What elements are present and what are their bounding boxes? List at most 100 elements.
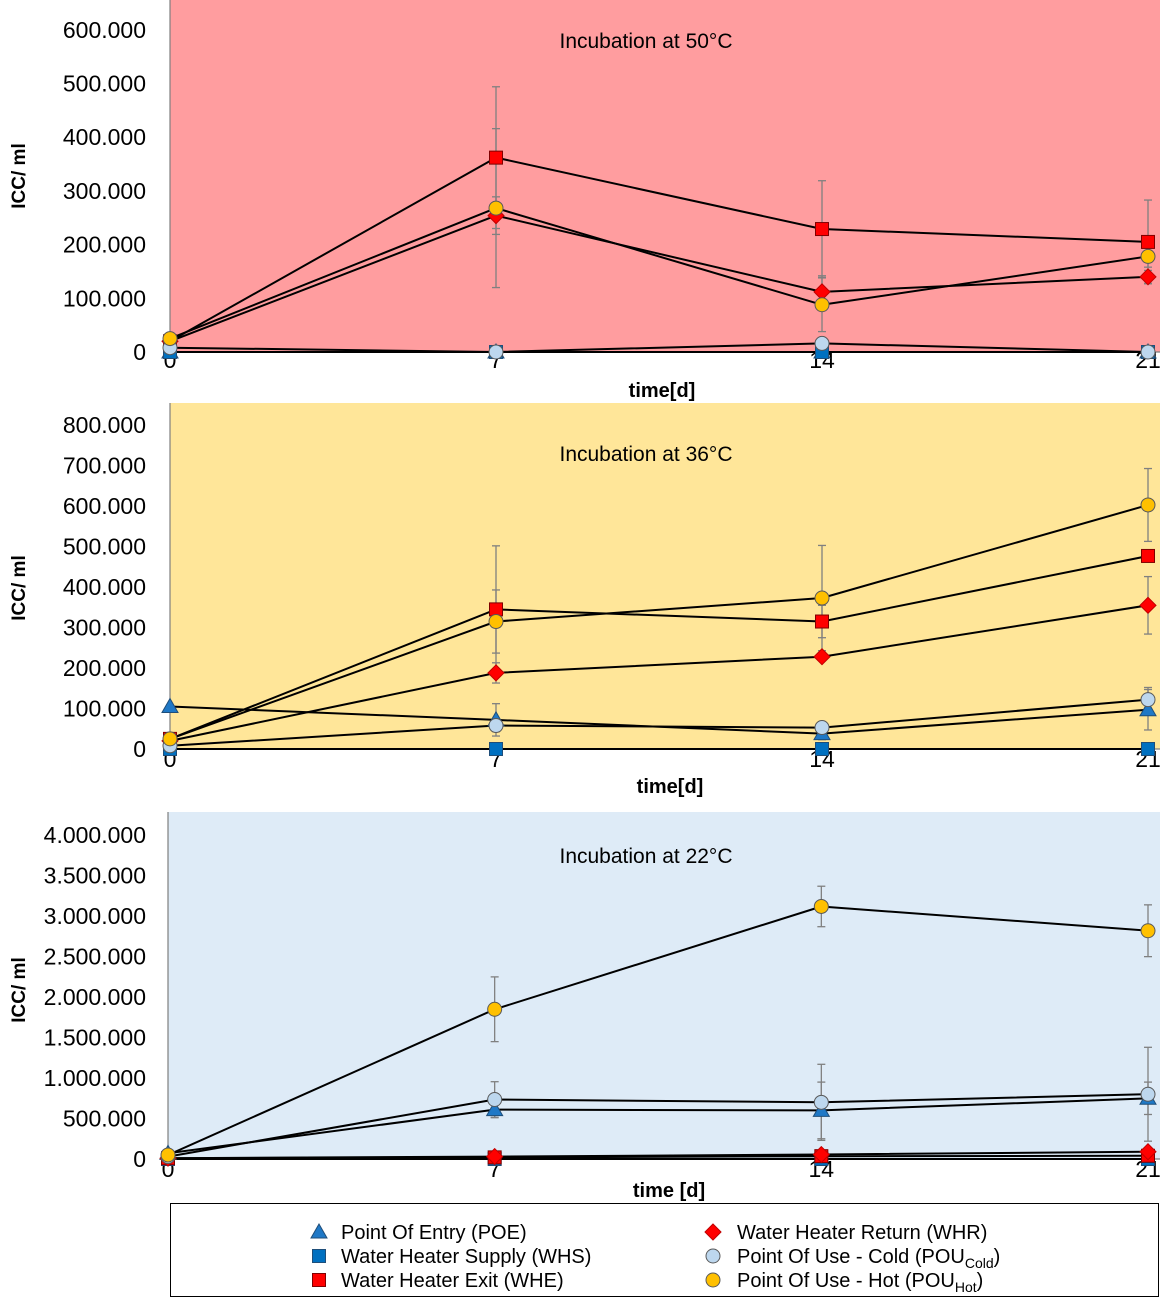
data-point-circle	[162, 331, 178, 347]
y-tick-label: 2.500.000	[44, 944, 146, 970]
data-point-circle	[1140, 497, 1156, 513]
data-point-diamond	[812, 1145, 831, 1164]
y-tick-label: 0	[133, 736, 146, 762]
legend-label-whe: Water Heater Exit (WHE)	[341, 1270, 564, 1292]
data-point-circle	[814, 297, 830, 313]
legend-label-subscript: Hot	[955, 1279, 977, 1295]
legend-marker-circle	[705, 1272, 721, 1288]
legend: Point Of Entry (POE) Water Heater Supply…	[170, 1203, 1159, 1297]
series-line	[167, 1093, 1149, 1158]
series-line	[169, 604, 1149, 742]
data-point-circle	[488, 344, 504, 360]
series-line	[169, 207, 1149, 340]
plot-background	[170, 403, 1160, 749]
y-tick-label: 4.000.000	[44, 822, 146, 848]
series-line	[167, 1097, 1149, 1155]
data-point-circle	[1140, 923, 1156, 939]
data-point-square	[1141, 234, 1155, 249]
x-axis-label: time[d]	[637, 776, 704, 798]
legend-label-text: Point Of Entry (POE)	[341, 1222, 527, 1244]
series-line	[167, 905, 1149, 1156]
y-tick-label: 600.000	[63, 17, 146, 43]
legend-label-suffix: )	[977, 1270, 984, 1292]
data-point-circle	[160, 1147, 176, 1163]
y-tick-label: 500.000	[63, 71, 146, 97]
y-tick-label: 3.000.000	[44, 903, 146, 929]
data-point-circle	[813, 898, 829, 914]
data-point-circle	[813, 1094, 829, 1110]
data-point-square	[489, 150, 503, 165]
data-point-diamond	[1139, 1143, 1157, 1161]
chart-title: Incubation at 22°C	[559, 845, 732, 868]
data-point-circle	[488, 200, 504, 216]
y-tick-label: 300.000	[63, 178, 146, 204]
data-point-square	[815, 742, 829, 756]
x-axis-label: time[d]	[629, 380, 696, 402]
data-point-square	[815, 222, 829, 237]
legend-label-pou-cold: Point Of Use - Cold (POUCold)	[737, 1246, 1000, 1271]
series-line	[169, 698, 1149, 747]
y-tick-label: 700.000	[63, 453, 146, 479]
y-axis-label: ICC/ ml	[9, 143, 30, 208]
data-point-circle	[488, 718, 504, 734]
y-tick-label: 0	[133, 1146, 146, 1172]
legend-marker-square	[312, 1273, 326, 1287]
legend-marker-triangle	[310, 1222, 328, 1239]
legend-markers	[310, 1222, 722, 1288]
y-tick-label: 3.500.000	[44, 863, 146, 889]
chart-panel-2: 0 100.000 200.000 300.000 400.000 500.000 600.…	[9, 403, 1161, 798]
data-point-circle	[814, 720, 830, 736]
legend-marker-diamond	[704, 1223, 722, 1241]
y-tick-label: 100.000	[63, 696, 146, 722]
series-line	[169, 555, 1149, 740]
legend-label-suffix: )	[994, 1246, 1001, 1268]
y-tick-label: 500.000	[63, 534, 146, 560]
legend-label-text: Water Heater Supply (WHS)	[341, 1246, 591, 1268]
chart-title: Incubation at 36°C	[559, 443, 732, 466]
y-tick-label: 1.000.000	[44, 1065, 146, 1091]
data-point-circle	[814, 590, 830, 606]
data-point-circle	[1140, 692, 1156, 708]
legend-label-poe: Point Of Entry (POE)	[341, 1222, 527, 1244]
data-point-circle	[488, 614, 504, 630]
legend-label-text: Point Of Use - Cold (POU	[737, 1246, 965, 1268]
y-tick-label: 300.000	[63, 615, 146, 641]
data-point-diamond	[1139, 596, 1157, 615]
y-tick-label: 100.000	[63, 285, 146, 311]
legend-label-text: Water Heater Exit (WHE)	[341, 1270, 564, 1292]
legend-label-text: Point Of Use - Hot (POU	[737, 1270, 955, 1292]
data-point-circle	[162, 731, 178, 747]
chart-panels: 0 100.000 200.000 300.000 400.000 500.000 600.…	[9, 0, 1161, 1202]
series-line	[169, 504, 1149, 740]
y-tick-label: 200.000	[63, 232, 146, 258]
data-point-triangle	[485, 1100, 504, 1117]
legend-label-pou-hot: Point Of Use - Hot (POUHot)	[737, 1270, 983, 1295]
legend-label-text: Water Heater Return (WHR)	[737, 1222, 987, 1244]
legend-label-subscript: Cold	[965, 1255, 994, 1271]
y-tick-label: 400.000	[63, 574, 146, 600]
legend-label-whr: Water Heater Return (WHR)	[737, 1222, 987, 1244]
y-tick-label: 500.000	[63, 1106, 146, 1132]
legend-label-whs: Water Heater Supply (WHS)	[341, 1246, 591, 1268]
chart-title: Incubation at 50°C	[559, 30, 732, 53]
data-point-square	[1141, 548, 1155, 563]
y-tick-label: 800.000	[63, 412, 146, 438]
y-tick-label: 2.000.000	[44, 984, 146, 1010]
data-point-diamond	[1139, 268, 1157, 286]
chart-panel-1: 0 100.000 200.000 300.000 400.000 500.000 600.…	[9, 0, 1161, 402]
series-line	[167, 1150, 1149, 1160]
y-tick-label: 400.000	[63, 124, 146, 150]
legend-box	[170, 1203, 1159, 1297]
legend-marker-circle	[705, 1248, 721, 1264]
data-point-square	[489, 602, 503, 617]
data-point-diamond	[813, 648, 831, 666]
data-point-circle	[1140, 344, 1156, 360]
data-point-circle	[814, 335, 830, 351]
y-axis-label: ICC/ ml	[9, 957, 30, 1022]
x-axis-label: time [d]	[633, 1180, 705, 1202]
data-point-square	[815, 614, 829, 629]
data-point-circle	[1140, 1086, 1156, 1102]
data-point-circle	[487, 1001, 503, 1017]
series-line	[169, 342, 1149, 353]
